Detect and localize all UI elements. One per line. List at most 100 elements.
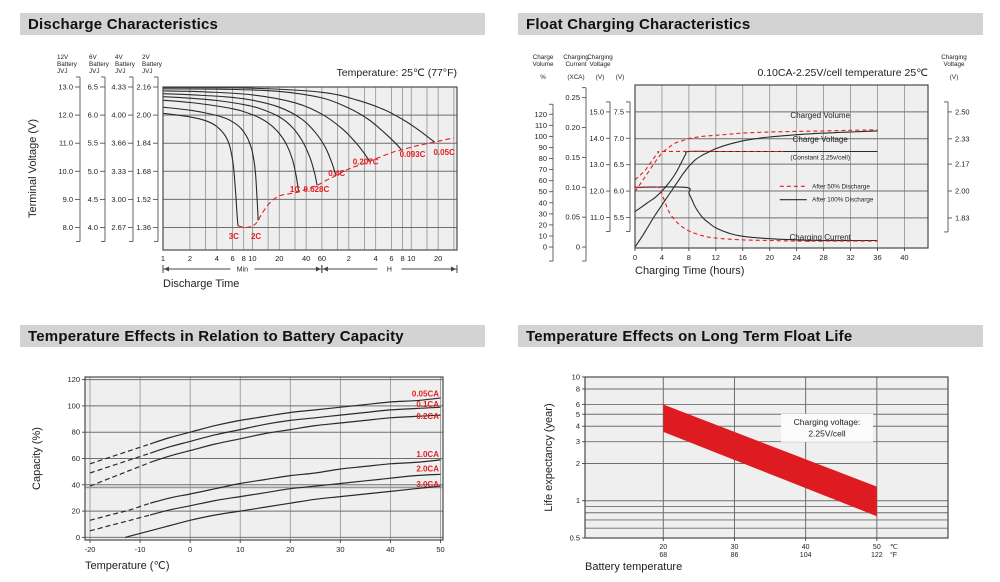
svg-text:0.20: 0.20 <box>565 123 580 132</box>
svg-text:Charging Current: Charging Current <box>790 233 852 242</box>
svg-text:16: 16 <box>739 253 747 262</box>
svg-text:6.5: 6.5 <box>88 83 98 92</box>
svg-text:℃: ℃ <box>890 544 898 551</box>
series-0.093C <box>162 88 403 151</box>
svg-text:13.0: 13.0 <box>58 83 73 92</box>
svg-text:60: 60 <box>318 254 326 263</box>
y-axis-title: Terminal Voltage (V) <box>27 119 39 218</box>
svg-text:24: 24 <box>792 253 800 262</box>
ruler-bracket <box>582 87 587 262</box>
svg-text:(XCA): (XCA) <box>567 74 584 81</box>
svg-text:(Constant 2.25v/cell): (Constant 2.25v/cell) <box>790 154 850 161</box>
svg-text:Voltage: Voltage <box>589 61 611 68</box>
svg-text:Volume: Volume <box>532 61 554 68</box>
svg-text:6.0: 6.0 <box>88 111 98 120</box>
series-1.0CA-extrapolated <box>89 502 151 521</box>
svg-text:5.0: 5.0 <box>88 167 98 176</box>
x-axis-ticks: -20 -10 0 10 20 30 40 50 <box>85 540 445 554</box>
svg-text:2.00: 2.00 <box>136 111 151 120</box>
svg-text:80: 80 <box>539 154 547 163</box>
temperature-note: Temperature: 25℃ (77°F) <box>337 67 457 79</box>
y-axis-ticks: 0 20 40 60 80 100 120 <box>67 375 85 542</box>
svg-text:2.33: 2.33 <box>955 134 970 143</box>
left-ruler-(V): (V) 7.5 7.0 6.5 6.0 5.5 <box>614 74 625 222</box>
svg-text:%: % <box>540 74 546 81</box>
svg-text:8: 8 <box>401 254 405 263</box>
gridlines <box>635 85 928 248</box>
svg-text:0.628C: 0.628C <box>303 185 329 194</box>
long-term-float-life-chart: Charging voltage:2.25V/cell1086543210.52… <box>543 373 949 573</box>
svg-text:80: 80 <box>72 428 80 437</box>
section-header-float-charging: Float Charging Characteristics <box>518 13 983 35</box>
series-2.0CA <box>149 473 441 516</box>
svg-text:2.00: 2.00 <box>955 187 970 196</box>
svg-text:Current: Current <box>566 61 587 68</box>
y-axis-title: Life expectancy (year) <box>543 403 555 511</box>
svg-text:1.83: 1.83 <box>955 213 970 222</box>
svg-text:100: 100 <box>534 132 547 141</box>
life-expectancy-band <box>663 404 877 517</box>
svg-text:0.05C: 0.05C <box>433 148 455 157</box>
svg-text:(V): (V) <box>950 74 958 81</box>
plot-border <box>162 86 458 251</box>
svg-text:13.0: 13.0 <box>589 160 604 169</box>
svg-text:20: 20 <box>659 544 667 551</box>
y-axis-title: Capacity (%) <box>31 427 43 490</box>
series-Charging Current after 100% discharge <box>634 186 878 242</box>
condition-note: 0.10CA-2.25V/cell temperature 25℃ <box>757 67 928 79</box>
svg-text:JVJ: JVJ <box>115 68 126 75</box>
svg-text:°F: °F <box>890 551 897 559</box>
x-axis-ticks: 1 2 4 6 8 10 20 40 60 2 4 6 8 10 20 <box>161 254 442 263</box>
series-1.0CA <box>149 459 441 504</box>
svg-text:(V): (V) <box>616 74 624 81</box>
svg-text:86: 86 <box>731 552 739 559</box>
ruler-bracket <box>549 103 554 262</box>
svg-text:5: 5 <box>576 410 580 419</box>
svg-text:0: 0 <box>543 243 547 252</box>
svg-text:50: 50 <box>436 545 444 554</box>
svg-text:90: 90 <box>539 143 547 152</box>
svg-text:2.17: 2.17 <box>955 160 970 169</box>
svg-text:4: 4 <box>576 422 580 431</box>
svg-text:2.0CA: 2.0CA <box>416 465 439 474</box>
svg-text:4.0: 4.0 <box>88 223 98 232</box>
svg-text:40: 40 <box>900 253 908 262</box>
svg-text:1: 1 <box>576 496 580 505</box>
svg-text:11.0: 11.0 <box>59 139 73 148</box>
svg-text:20: 20 <box>766 253 774 262</box>
svg-text:0: 0 <box>76 533 80 542</box>
legend: After 50% Discharge After 100% Discharge <box>779 183 874 204</box>
svg-text:1.0CA: 1.0CA <box>416 450 439 459</box>
svg-text:0.1CA: 0.1CA <box>416 400 439 409</box>
ruler-bracket <box>626 101 631 232</box>
series-2.0CA-extrapolated <box>89 514 151 532</box>
section-title-float-life: Temperature Effects on Long Term Float L… <box>526 327 853 345</box>
series-0.1CA-extrapolated <box>89 452 151 474</box>
annotation-line2: 2.25V/cell <box>808 429 845 439</box>
svg-text:(V): (V) <box>596 74 604 81</box>
svg-text:Charging: Charging <box>587 54 613 61</box>
series-0.05CA-extrapolated <box>89 443 151 465</box>
svg-text:Battery: Battery <box>115 61 136 68</box>
annotation-background <box>781 413 873 442</box>
svg-text:6V: 6V <box>89 54 98 61</box>
svg-text:4: 4 <box>374 254 378 263</box>
svg-text:10: 10 <box>248 254 256 263</box>
series-Charged Volume after 50% discharge <box>634 129 878 193</box>
svg-text:3.66: 3.66 <box>111 139 126 148</box>
svg-text:Charging: Charging <box>563 54 589 61</box>
svg-text:104: 104 <box>800 552 812 559</box>
svg-text:0: 0 <box>188 545 192 554</box>
svg-text:68: 68 <box>659 552 667 559</box>
svg-text:0.05: 0.05 <box>565 213 580 222</box>
svg-text:2C: 2C <box>251 232 261 241</box>
svg-text:20: 20 <box>434 254 442 263</box>
svg-text:Charge: Charge <box>533 54 554 61</box>
svg-text:4.5: 4.5 <box>88 195 98 204</box>
plot-border <box>584 376 949 539</box>
